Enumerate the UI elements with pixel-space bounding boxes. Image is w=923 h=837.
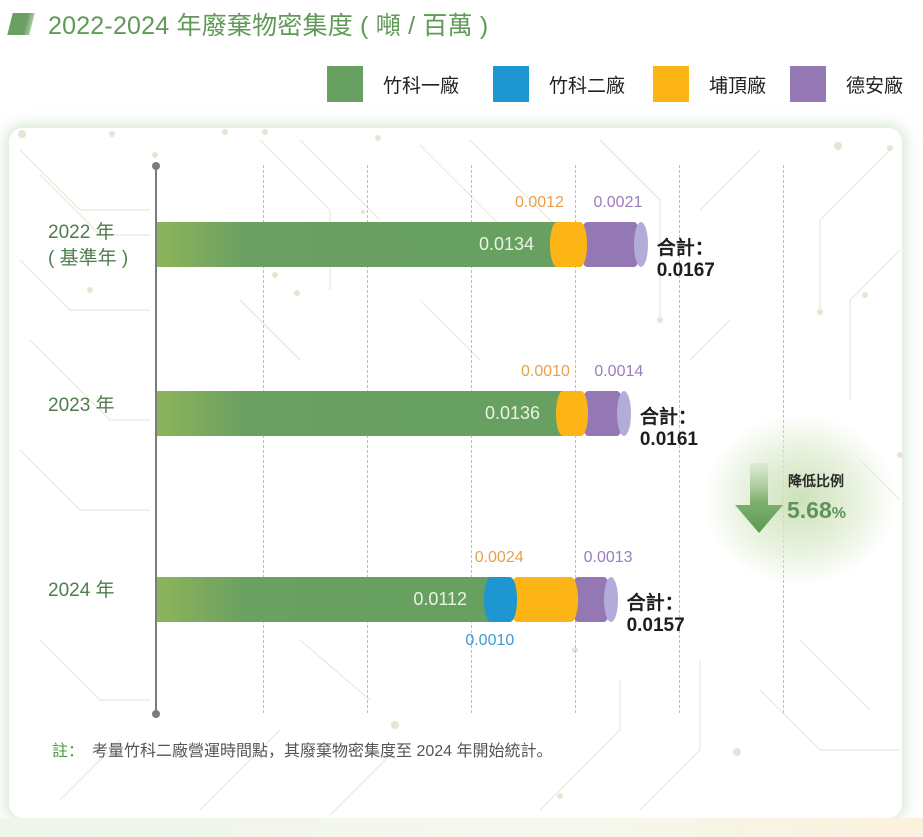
bar-segment-puding — [550, 222, 588, 267]
reduction-title: 降低比例 — [788, 473, 844, 489]
legend-label: 竹科二廠 — [549, 75, 626, 97]
data-label-hsinchu-2: 0.0010 — [465, 632, 515, 649]
legend-item-hsinchu-2: 竹科二廠 — [493, 66, 653, 102]
data-label-dean: 0.0014 — [594, 363, 644, 380]
footnote-text: 考量竹科二廠營運時間點，其廢棄物密集度至 2024 年開始統計。 — [92, 743, 553, 760]
gridline — [471, 165, 472, 713]
bar-segment-dean — [581, 391, 624, 436]
down-arrow-icon — [735, 463, 783, 533]
reduction-value: 5.68% — [787, 497, 846, 524]
bar-segment-puding — [555, 391, 589, 436]
bar-end-cap — [603, 577, 618, 622]
category-label-line1: 2024 年 — [48, 580, 115, 601]
gridline — [575, 165, 576, 713]
data-label-puding: 0.0012 — [515, 194, 564, 211]
data-label-puding: 0.0024 — [474, 549, 524, 566]
data-label-dean: 0.0021 — [593, 194, 643, 211]
legend-swatch — [653, 66, 689, 102]
legend-label: 埔頂廠 — [709, 75, 767, 97]
total-label: 合計：0.0167 — [656, 238, 715, 281]
y-axis-line — [155, 166, 157, 714]
legend-swatch — [790, 66, 826, 102]
data-label-dean: 0.0013 — [583, 549, 633, 566]
data-label-hsinchu-1: 0.0136 — [484, 403, 541, 423]
data-label-puding: 0.0010 — [520, 363, 570, 380]
legend-item-hsinchu-1: 竹科一廠 — [327, 66, 493, 102]
chart-title: 2022-2024 年廢棄物密集度 ( 噸 / 百萬 ) — [48, 12, 489, 40]
gridline — [679, 165, 680, 713]
gridline — [367, 165, 368, 713]
legend-swatch — [327, 66, 363, 102]
bar-end-cap — [616, 391, 631, 436]
chart-title-row: 2022-2024 年廢棄物密集度 ( 噸 / 百萬 ) — [7, 8, 489, 40]
reduction-callout: 降低比例 5.68% — [705, 415, 895, 585]
reduction-number: 5.68 — [787, 497, 832, 523]
data-label-hsinchu-1: 0.0112 — [413, 589, 468, 609]
footnote-prefix: 註： — [52, 743, 85, 760]
footnote: 註： 考量竹科二廠營運時間點，其廢棄物密集度至 2024 年開始統計。 — [52, 737, 553, 761]
data-label-hsinchu-1: 0.0134 — [479, 234, 535, 254]
category-label-2023: 2023 年 — [48, 393, 115, 419]
legend-label: 德安廠 — [846, 75, 904, 97]
category-label-line1: 2022 年 — [48, 222, 115, 243]
total-label: 合計：0.0161 — [639, 407, 698, 450]
bar-segment-hsinchu-1 — [157, 391, 563, 436]
category-label-line1: 2023 年 — [48, 395, 115, 416]
legend-item-puding: 埔頂廠 — [653, 66, 790, 102]
axis-top-dot — [152, 162, 160, 170]
legend-swatch — [493, 66, 529, 102]
legend-item-dean: 德安廠 — [790, 66, 903, 102]
bar-segment-hsinchu-1 — [157, 577, 492, 622]
legend: 竹科一廠 竹科二廠 埔頂廠 德安廠 — [327, 66, 903, 102]
bar-segment-puding — [509, 577, 578, 622]
category-label-2024: 2024 年 — [48, 578, 115, 604]
category-label-line2: ( 基準年 ) — [48, 248, 129, 269]
bar-segment-dean — [580, 222, 641, 267]
bar-segment-hsinchu-2 — [484, 577, 517, 622]
category-label-2022: 2022 年 ( 基準年 ) — [48, 220, 128, 272]
axis-bottom-dot — [152, 710, 160, 718]
bar-end-cap — [633, 222, 648, 267]
reduction-unit: % — [831, 505, 846, 522]
bar-segment-hsinchu-1 — [157, 222, 557, 267]
bottom-decoration — [0, 818, 923, 837]
legend-label: 竹科一廠 — [383, 75, 460, 97]
gridline — [263, 165, 264, 713]
total-label: 合計：0.0157 — [626, 593, 685, 636]
